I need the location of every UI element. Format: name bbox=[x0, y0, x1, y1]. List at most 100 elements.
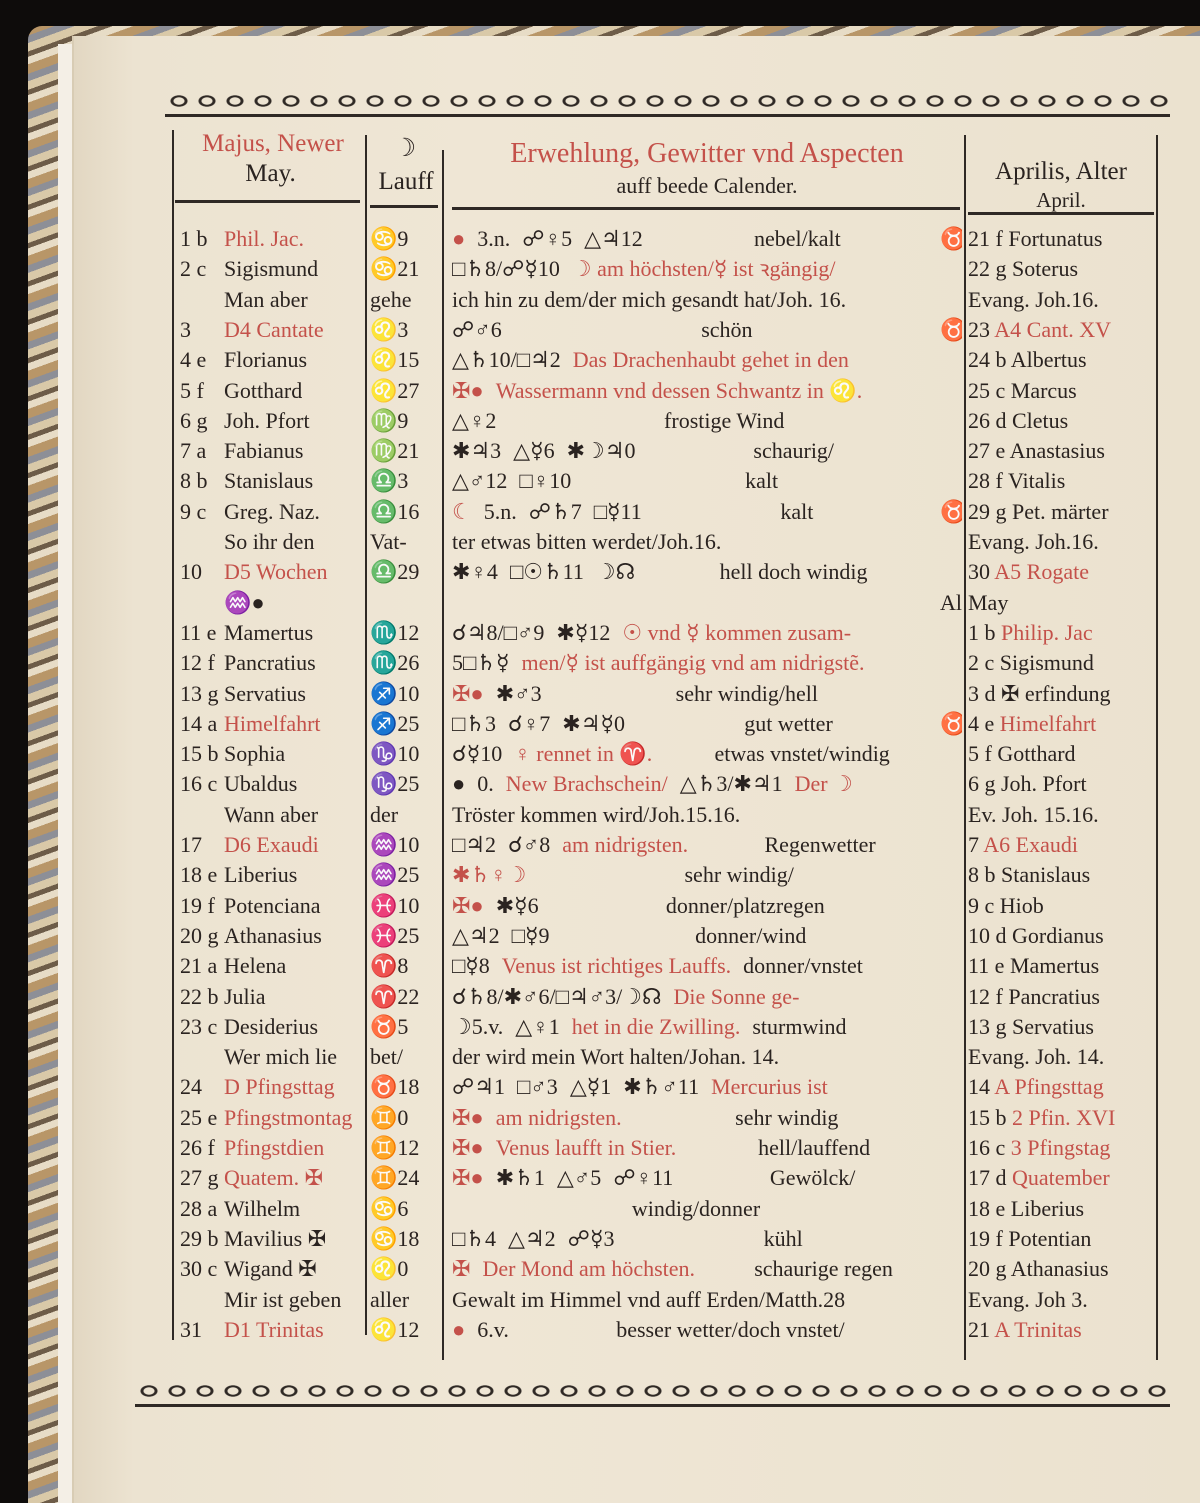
day-number: 26 f bbox=[180, 1135, 215, 1160]
new-calendar-day: 6 g Joh. Pfort bbox=[180, 406, 365, 436]
new-calendar-day: Wann aber bbox=[180, 800, 365, 830]
aspect-segments: ● 3.n. ☍♀5 △♃12 bbox=[452, 224, 655, 254]
aspect-text: ✱☿12 bbox=[556, 619, 611, 645]
aspects-weather: ☍♃1 □♂3 △☿1 ✱♄♂11 Mercurius ist bbox=[452, 1072, 962, 1102]
zodiac-sign bbox=[940, 1163, 962, 1193]
saint-name: D6 Exaudi bbox=[224, 832, 319, 857]
aspect-segments: □♃2 ☌♂8 am nidrigsten. bbox=[452, 830, 700, 860]
day-number: 15 b bbox=[968, 1104, 1007, 1130]
saint-name: Sigismund bbox=[999, 650, 1094, 676]
old-calendar-day: 9 c Hiob bbox=[968, 891, 1154, 921]
zodiac-sign bbox=[940, 1072, 962, 1102]
day-number: 22 b bbox=[180, 983, 219, 1009]
lauf-column-title: Lauff bbox=[378, 168, 434, 195]
aspects-weather: ✱♀4 □☉♄11 ☽☊ hell doch windig bbox=[452, 557, 962, 587]
aspect-text: □☿11 bbox=[593, 498, 642, 524]
moon-course: ♑25 bbox=[370, 771, 420, 797]
aspect-text: □☿8 bbox=[452, 953, 490, 979]
aspect-segments: ✠● ✱♄1 △♂5 ☍♀11 bbox=[452, 1163, 685, 1193]
day-number: 16 c bbox=[968, 1135, 1006, 1160]
aspect-text: △♀1 bbox=[515, 1013, 560, 1039]
saint-name: Pancratius bbox=[224, 650, 316, 676]
day-number: 20 g bbox=[180, 922, 219, 948]
new-calendar-day: 28 a Wilhelm bbox=[180, 1194, 365, 1224]
moon-course: ♐25 bbox=[370, 710, 420, 736]
aspects-weather: △♀2 frostige Wind bbox=[452, 406, 962, 436]
old-calendar-day: 6 g Joh. Pfort bbox=[968, 769, 1154, 799]
zodiac-sign bbox=[940, 254, 962, 284]
zodiac-sign bbox=[940, 1133, 962, 1163]
new-calendar-day: ♒● bbox=[180, 588, 365, 618]
saint-name: Pfingstdien bbox=[224, 1135, 325, 1160]
zodiac-sign: ♉ bbox=[940, 226, 962, 251]
day-number: 12 f bbox=[180, 650, 215, 676]
aspects-weather: □♄8/☍☿10 ☽ am höchsten/☿ ist ꝛgängig/ bbox=[452, 254, 962, 284]
weather-text: sehr windig bbox=[735, 1104, 839, 1130]
aspect-text: ✠● bbox=[452, 680, 484, 706]
moon-course: ♊24 bbox=[370, 1165, 420, 1191]
saint-name: So ihr den bbox=[224, 529, 315, 554]
new-calendar-day: 25 e Pfingstmontag bbox=[180, 1103, 365, 1133]
aspect-text: Mercurius ist bbox=[711, 1074, 828, 1100]
aspect-text: ☾ bbox=[452, 498, 472, 524]
aspect-text: ☍♄7 bbox=[528, 498, 582, 524]
day-number: 10 d bbox=[968, 922, 1007, 948]
aspect-text: ♀ rennet in ♈. bbox=[514, 741, 653, 767]
aspect-text: ✱♄1 bbox=[495, 1165, 545, 1191]
weather-text: Regenwetter bbox=[764, 832, 876, 857]
moon-course: Vat- bbox=[370, 529, 407, 554]
moon-course: ♈22 bbox=[370, 983, 420, 1009]
moon-course: ♎16 bbox=[370, 498, 420, 524]
aspect-text: ✱☿6 bbox=[495, 892, 539, 918]
header-rule bbox=[968, 212, 1154, 215]
top-ornament-border bbox=[165, 88, 1170, 117]
aspect-text: △♂5 bbox=[556, 1165, 602, 1191]
weather-text: etwas vnstet/windig bbox=[714, 741, 890, 767]
weather-text: kalt bbox=[780, 498, 814, 524]
day-number: 3 bbox=[180, 316, 191, 342]
aspect-text: ✱♃☿0 bbox=[562, 710, 625, 736]
day-number: 7 a bbox=[180, 438, 207, 464]
aspect-text: △♄10/□♃2 bbox=[452, 347, 561, 373]
aspect-segments: □♄4 △♃2 ☍☿3 bbox=[452, 1224, 626, 1254]
new-calendar-day: 22 b Julia bbox=[180, 982, 365, 1012]
old-calendar-day: 21 A Trinitas bbox=[968, 1315, 1154, 1345]
aspects-weather: ☍♂6 schön ♉ bbox=[452, 315, 962, 345]
left-column-subtitle: May. bbox=[245, 160, 296, 187]
day-number: 13 g bbox=[968, 1013, 1007, 1039]
aspect-segments: ✠● ✱☿6 bbox=[452, 891, 551, 921]
saint-name: Potentian bbox=[1008, 1225, 1092, 1251]
saint-name: Greg. Naz. bbox=[224, 498, 320, 524]
saint-name: Helena bbox=[224, 953, 287, 979]
old-calendar-day: 19 f Potentian bbox=[968, 1224, 1154, 1254]
aspects-weather: windig/donner bbox=[452, 1194, 962, 1224]
saint-name: Servatius bbox=[1012, 1013, 1094, 1039]
aspect-text: □♄4 bbox=[452, 1225, 497, 1251]
saint-name: D4 Cantate bbox=[224, 316, 324, 342]
weather-text: windig/donner bbox=[631, 1195, 761, 1221]
weather-text: frostige Wind bbox=[664, 407, 785, 433]
saint-name: A Trinitas bbox=[994, 1316, 1082, 1342]
aspects-weather: ✠● Wassermann vnd dessen Schwantz in ♌. bbox=[452, 376, 962, 406]
saint-name: ✠ erfindung bbox=[1001, 680, 1111, 706]
middle-column-subtitle: auff beede Calender. bbox=[616, 173, 798, 198]
day-number: 26 d bbox=[968, 407, 1007, 433]
aspect-segments: ✠ Der Mond am höchsten. bbox=[452, 1254, 707, 1284]
day-number: 24 b bbox=[968, 347, 1007, 373]
saint-name: 3 Pfingstag bbox=[1010, 1135, 1111, 1160]
aspect-text: ☽☊ bbox=[595, 559, 636, 585]
day-number: 29 g bbox=[968, 498, 1007, 524]
aspect-segments: ✱♃3 △☿6 ✱☽♃0 bbox=[452, 436, 647, 466]
saint-name: D Pfingsttag bbox=[224, 1074, 335, 1100]
old-calendar-day: Ev. Joh. 15.16. bbox=[968, 800, 1154, 830]
aspect-segments: ☍♃1 □♂3 △☿1 ✱♄♂11 Mercurius ist bbox=[452, 1072, 840, 1102]
saint-name: May bbox=[968, 589, 1009, 615]
column-rule bbox=[964, 135, 966, 1360]
saint-name: Pet. märter bbox=[1012, 498, 1109, 524]
day-number: 1 b bbox=[180, 226, 208, 251]
aspect-segments: Tröster kommen wird/Joh.15.16. bbox=[452, 800, 752, 830]
zodiac-sign: Alter bbox=[940, 589, 962, 615]
new-calendar-day: 1 b Phil. Jac. bbox=[180, 224, 365, 254]
old-calendar-day: 1 b Philip. Jac bbox=[968, 618, 1154, 648]
old-calendar-day: 4 e Himelfahrt bbox=[968, 709, 1154, 739]
